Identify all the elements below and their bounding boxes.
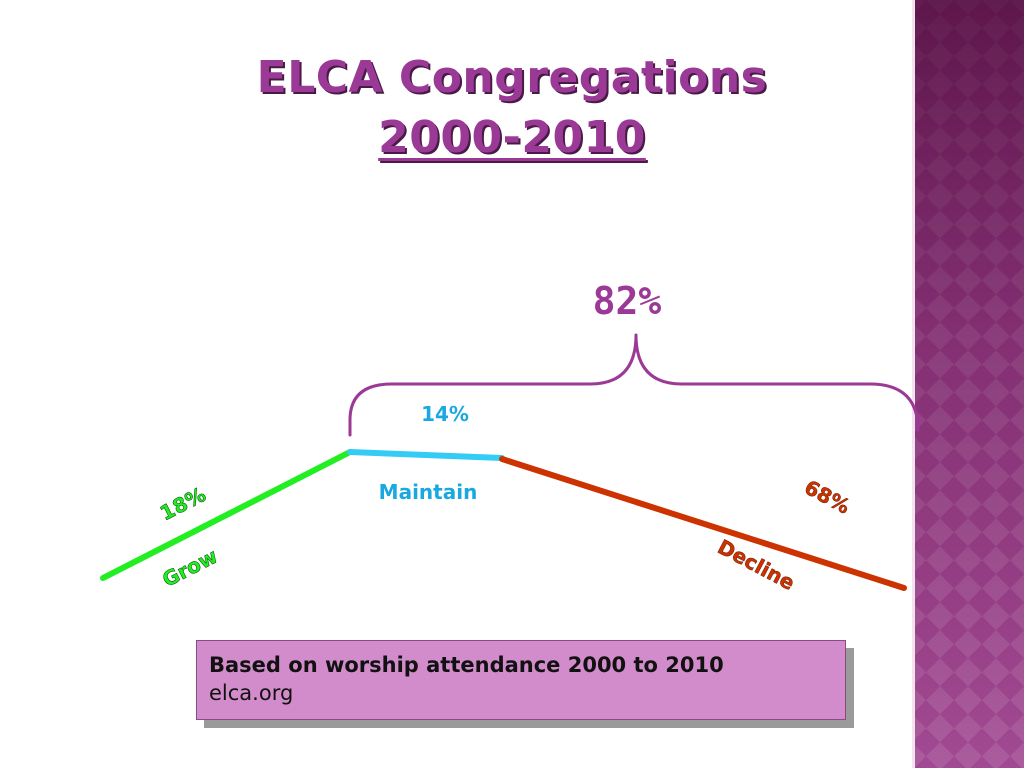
- grow-label: Grow: [158, 544, 221, 592]
- maintain-percent-label: 14%: [421, 402, 469, 426]
- slide-subtitle-years: 2000-2010: [378, 112, 646, 163]
- maintain-line: [347, 449, 505, 461]
- source-note-box: Based on worship attendance 2000 to 2010…: [196, 640, 846, 720]
- note-basis-text: Based on worship attendance 2000 to 2010: [209, 653, 724, 677]
- brace-percent-label: 82%: [593, 279, 662, 323]
- decline-line: [499, 456, 907, 591]
- decorative-side-band: [912, 0, 1024, 768]
- note-source-text: elca.org: [209, 681, 294, 705]
- decline-percent-label: 68%: [801, 475, 855, 519]
- grow-percent-label: 18%: [156, 482, 210, 525]
- brace-82-percent: [348, 333, 920, 437]
- grow-line: [100, 449, 353, 581]
- maintain-label: Maintain: [379, 480, 478, 504]
- slide-title: ELCA Congregations: [256, 52, 768, 103]
